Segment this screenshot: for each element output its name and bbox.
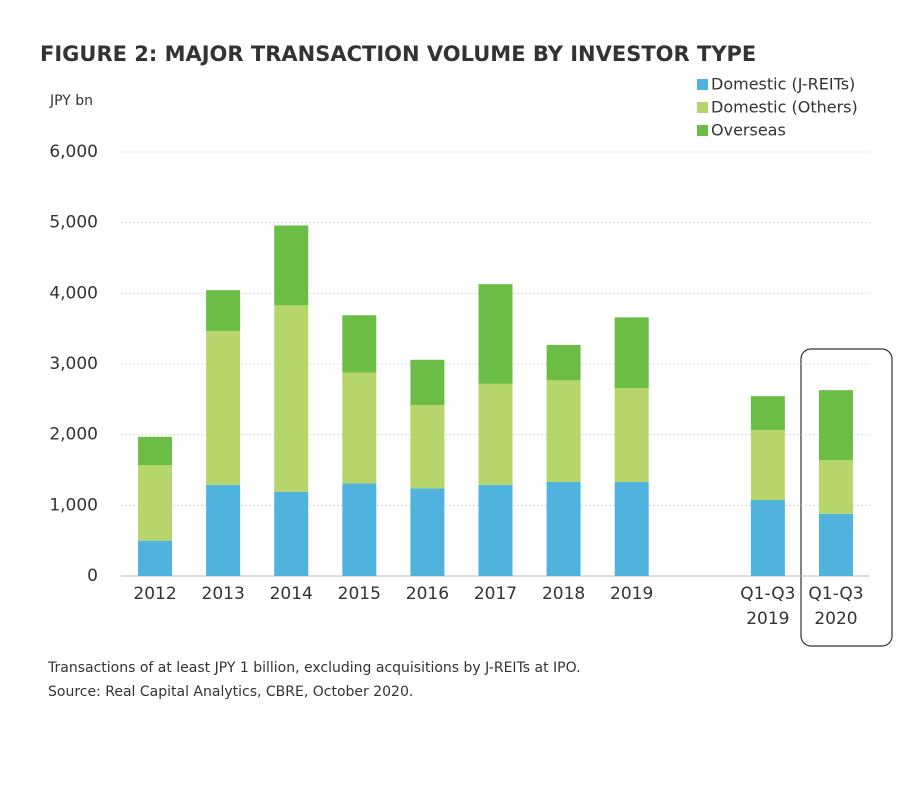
bar-segment xyxy=(138,436,173,466)
x-tick-label: 2016 xyxy=(406,584,449,604)
bar-segment xyxy=(750,396,785,431)
x-tick-line: 2020 xyxy=(814,609,857,629)
bar-segment xyxy=(614,482,649,576)
bar-segment xyxy=(614,388,649,483)
chart-title: FIGURE 2: MAJOR TRANSACTION VOLUME BY IN… xyxy=(40,42,756,66)
bar-segment xyxy=(410,359,445,405)
bar-segment xyxy=(342,315,377,373)
x-tick-label: 2013 xyxy=(202,584,245,604)
x-tick-line: 2016 xyxy=(406,584,449,604)
x-tick-line: Q1-Q3 xyxy=(740,584,795,604)
legend-label: Overseas xyxy=(711,121,786,140)
x-tick-line: 2013 xyxy=(202,584,245,604)
bar-segment xyxy=(206,484,241,576)
bar-segment xyxy=(206,331,241,485)
bar-segment xyxy=(546,482,581,576)
x-tick-line: 2015 xyxy=(338,584,381,604)
source: Source: Real Capital Analytics, CBRE, Oc… xyxy=(48,684,413,700)
x-tick-label: 2017 xyxy=(474,584,517,604)
bar-segment xyxy=(274,225,309,306)
bar-segment xyxy=(546,380,581,483)
bar-segment xyxy=(478,484,513,576)
bar-segment xyxy=(818,390,853,461)
y-tick-label: 3,000 xyxy=(49,354,98,374)
bar-segment xyxy=(478,284,513,384)
x-tick-line: 2017 xyxy=(474,584,517,604)
y-tick-label: 5,000 xyxy=(49,213,98,233)
bar-segment xyxy=(274,491,309,576)
bar-segment xyxy=(274,305,309,492)
bar-segment xyxy=(546,344,581,381)
legend-swatch xyxy=(697,79,708,90)
x-tick-line: 2018 xyxy=(542,584,585,604)
y-tick-label: 2,000 xyxy=(49,425,98,445)
bar-segment xyxy=(614,317,649,389)
bar-segment xyxy=(750,430,785,501)
x-tick-label: 2012 xyxy=(133,584,176,604)
bar-segment xyxy=(410,488,445,576)
y-tick-label: 0 xyxy=(87,566,98,586)
x-tick-label: Q1-Q3 2020 xyxy=(808,584,863,629)
legend-label: Domestic (Others) xyxy=(711,98,858,117)
x-tick-line: 2019 xyxy=(610,584,653,604)
note: Transactions of at least JPY 1 billion, … xyxy=(47,660,581,676)
y-tick-label: 6,000 xyxy=(49,142,98,162)
bar-segment xyxy=(818,513,853,576)
y-tick-label: 1,000 xyxy=(49,495,98,515)
bar-segment xyxy=(342,372,377,484)
x-tick-line: Q1-Q3 xyxy=(808,584,863,604)
x-tick-label: 2014 xyxy=(270,584,313,604)
bar-segment xyxy=(342,483,377,576)
x-tick-label: Q1-Q3 2019 xyxy=(740,584,795,629)
y-axis-label: JPY bn xyxy=(49,93,93,109)
x-tick-line: 2012 xyxy=(133,584,176,604)
x-tick-line: 2014 xyxy=(270,584,313,604)
x-tick-label: 2018 xyxy=(542,584,585,604)
x-tick-line: 2019 xyxy=(746,609,789,629)
legend-label: Domestic (J-REITs) xyxy=(711,75,855,94)
bar-segment xyxy=(138,465,173,541)
legend-swatch xyxy=(697,125,708,136)
legend-swatch xyxy=(697,102,708,113)
x-tick-label: 2019 xyxy=(610,584,653,604)
bar-segment xyxy=(206,290,241,332)
bar-segment xyxy=(478,383,513,485)
x-tick-label: 2015 xyxy=(338,584,381,604)
bar-segment xyxy=(818,460,853,514)
highlight-box xyxy=(800,348,893,647)
bar-segment xyxy=(138,540,173,576)
bar-segment xyxy=(410,404,445,489)
bar-segment xyxy=(750,500,785,576)
y-tick-label: 4,000 xyxy=(49,283,98,303)
